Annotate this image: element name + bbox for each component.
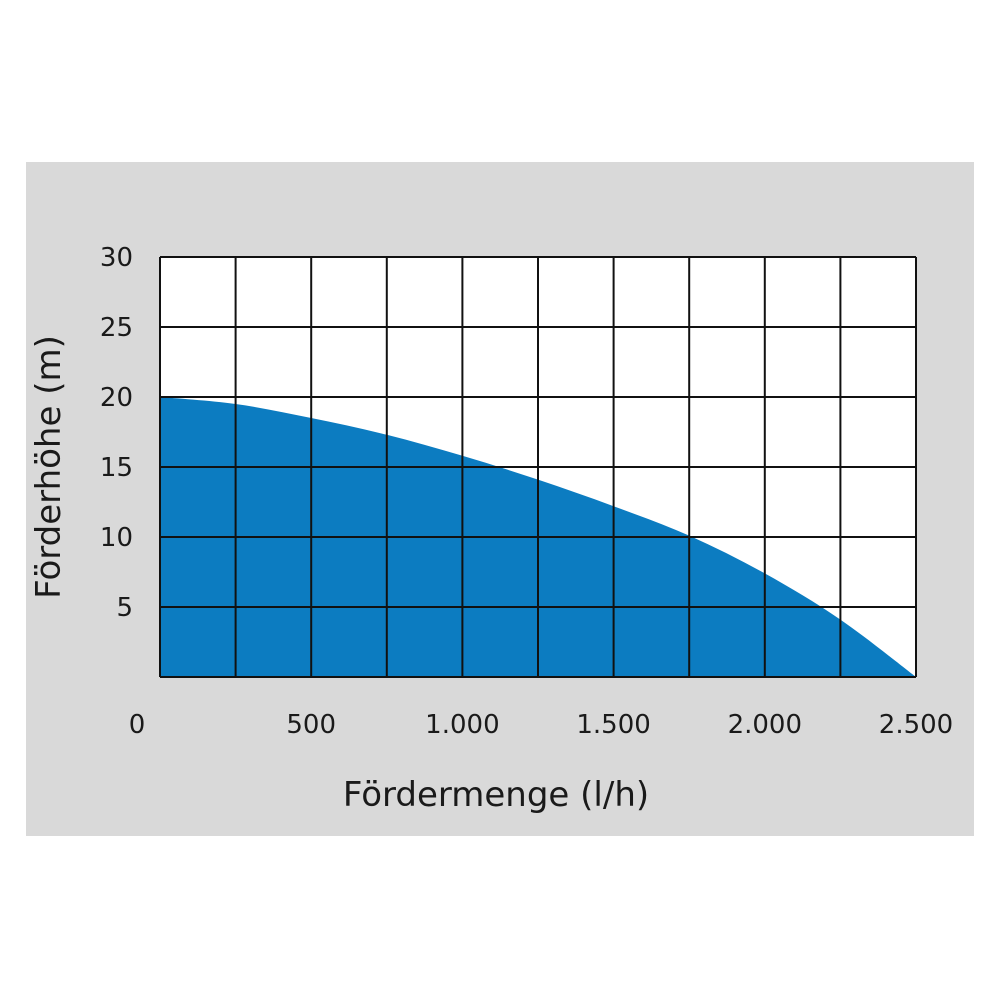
y-axis-label: Förderhöhe (m) bbox=[29, 335, 69, 599]
x-tick-label: 0 bbox=[129, 710, 146, 740]
y-tick-label: 15 bbox=[100, 453, 133, 483]
y-tick-label: 30 bbox=[100, 243, 133, 273]
y-tick-label: 25 bbox=[100, 313, 133, 343]
y-tick-label: 20 bbox=[100, 383, 133, 413]
x-tick-label: 1.500 bbox=[576, 710, 650, 740]
x-axis-label: Fördermenge (l/h) bbox=[343, 775, 649, 815]
y-tick-label: 5 bbox=[116, 593, 133, 623]
x-tick-label: 2.000 bbox=[728, 710, 802, 740]
y-tick-label: 10 bbox=[100, 523, 133, 553]
x-tick-label: 500 bbox=[286, 710, 336, 740]
x-tick-label: 2.500 bbox=[879, 710, 953, 740]
x-tick-label: 1.000 bbox=[425, 710, 499, 740]
